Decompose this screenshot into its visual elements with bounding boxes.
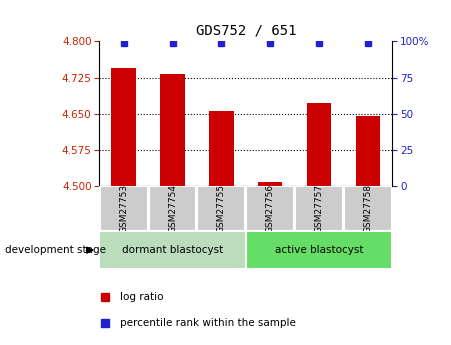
Bar xyxy=(198,186,245,231)
Text: log ratio: log ratio xyxy=(120,292,163,302)
Bar xyxy=(209,111,234,186)
Text: dormant blastocyst: dormant blastocyst xyxy=(122,245,223,255)
Text: GSM27756: GSM27756 xyxy=(266,184,275,233)
Bar xyxy=(356,116,380,186)
Text: GSM27755: GSM27755 xyxy=(217,184,226,233)
Title: GDS752 / 651: GDS752 / 651 xyxy=(196,23,296,38)
Text: GSM27754: GSM27754 xyxy=(168,184,177,233)
Bar xyxy=(100,186,147,231)
Bar xyxy=(307,103,331,186)
Bar xyxy=(295,186,343,231)
Text: GSM27758: GSM27758 xyxy=(364,184,373,233)
Text: GSM27753: GSM27753 xyxy=(119,184,128,233)
Bar xyxy=(148,186,197,231)
Bar xyxy=(99,231,246,269)
Text: development stage: development stage xyxy=(5,245,106,255)
Bar xyxy=(246,231,392,269)
Text: percentile rank within the sample: percentile rank within the sample xyxy=(120,318,295,328)
Text: active blastocyst: active blastocyst xyxy=(275,245,364,255)
Text: GSM27757: GSM27757 xyxy=(315,184,323,233)
Bar xyxy=(111,68,136,186)
Bar xyxy=(344,186,392,231)
Bar xyxy=(160,74,185,186)
Bar xyxy=(258,183,282,186)
Bar xyxy=(246,186,294,231)
